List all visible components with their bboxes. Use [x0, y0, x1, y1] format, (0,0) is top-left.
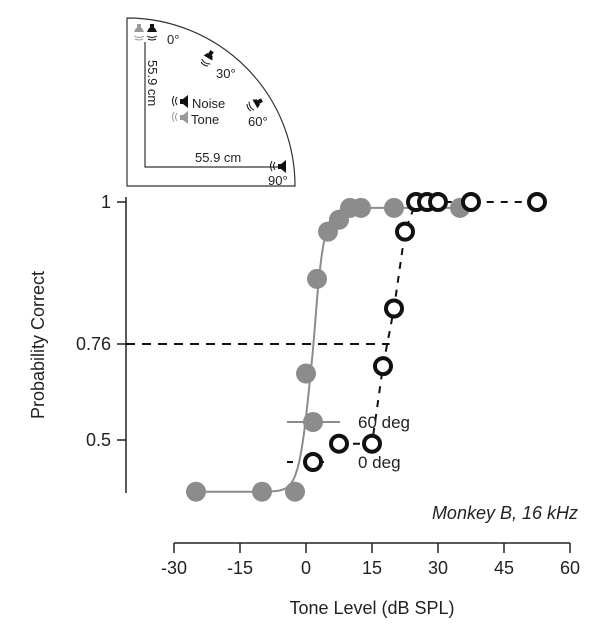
speaker-icon-30deg [200, 50, 214, 67]
point-0deg [461, 192, 481, 212]
fit-curve-60deg [196, 206, 460, 493]
point-60deg [351, 197, 371, 218]
vertical-distance-label: 55.9 cm [145, 60, 160, 106]
label-60deg: 60° [248, 114, 268, 129]
legend-marker-0deg [303, 452, 323, 472]
horizontal-distance-label: 55.9 cm [195, 150, 241, 165]
y-axis-title: Probability Correct [28, 271, 48, 419]
speaker-icon-90deg [270, 160, 286, 173]
point-60deg [186, 481, 206, 502]
point-60deg [384, 197, 404, 218]
point-0deg [428, 192, 448, 212]
annotation-monkey: Monkey B, 16 kHz [432, 503, 578, 523]
x-tick-label: 0 [301, 558, 311, 578]
line-0deg [339, 201, 537, 445]
x-tick-label: 15 [362, 558, 382, 578]
legend-noise-label: Noise [192, 96, 225, 111]
label-30deg: 30° [216, 66, 236, 81]
point-60deg [296, 363, 316, 384]
point-0deg [373, 356, 393, 377]
legend: 60 deg 0 deg [287, 412, 410, 472]
x-tick-label: 45 [494, 558, 514, 578]
point-0deg [329, 433, 349, 454]
legend-label-0deg: 0 deg [358, 453, 401, 472]
legend-label-60deg: 60 deg [358, 413, 410, 432]
speaker-icon-0deg-noise [146, 24, 158, 41]
label-0deg: 0° [167, 32, 179, 47]
point-0deg [527, 192, 547, 212]
y-tick-label: 0.76 [76, 334, 111, 354]
speaker-icon-60deg [246, 98, 263, 112]
y-tick-label: 1 [101, 192, 111, 212]
point-0deg [395, 221, 415, 242]
point-0deg [384, 298, 404, 319]
point-0deg [362, 433, 382, 454]
speaker-layout-inset: 0° 30° 60° Noise Tone 55.9 cm 55.9 cm 90… [126, 17, 296, 188]
x-axis-title: Tone Level (dB SPL) [289, 598, 454, 618]
x-tick-label: 30 [428, 558, 448, 578]
x-tick-label: -30 [161, 558, 187, 578]
x-tick-label: 60 [560, 558, 580, 578]
x-tick-label: -15 [227, 558, 253, 578]
label-90deg: 90° [268, 173, 288, 188]
point-60deg [285, 481, 305, 502]
legend-tone-label: Tone [191, 112, 219, 127]
point-60deg [307, 268, 327, 289]
point-60deg [252, 481, 272, 502]
legend-marker-60deg [303, 412, 323, 432]
noise-speaker-icon [172, 95, 188, 108]
tone-speaker-icon [172, 111, 188, 124]
y-tick-label: 0.5 [86, 430, 111, 450]
speaker-icon-0deg-tone [133, 24, 145, 41]
